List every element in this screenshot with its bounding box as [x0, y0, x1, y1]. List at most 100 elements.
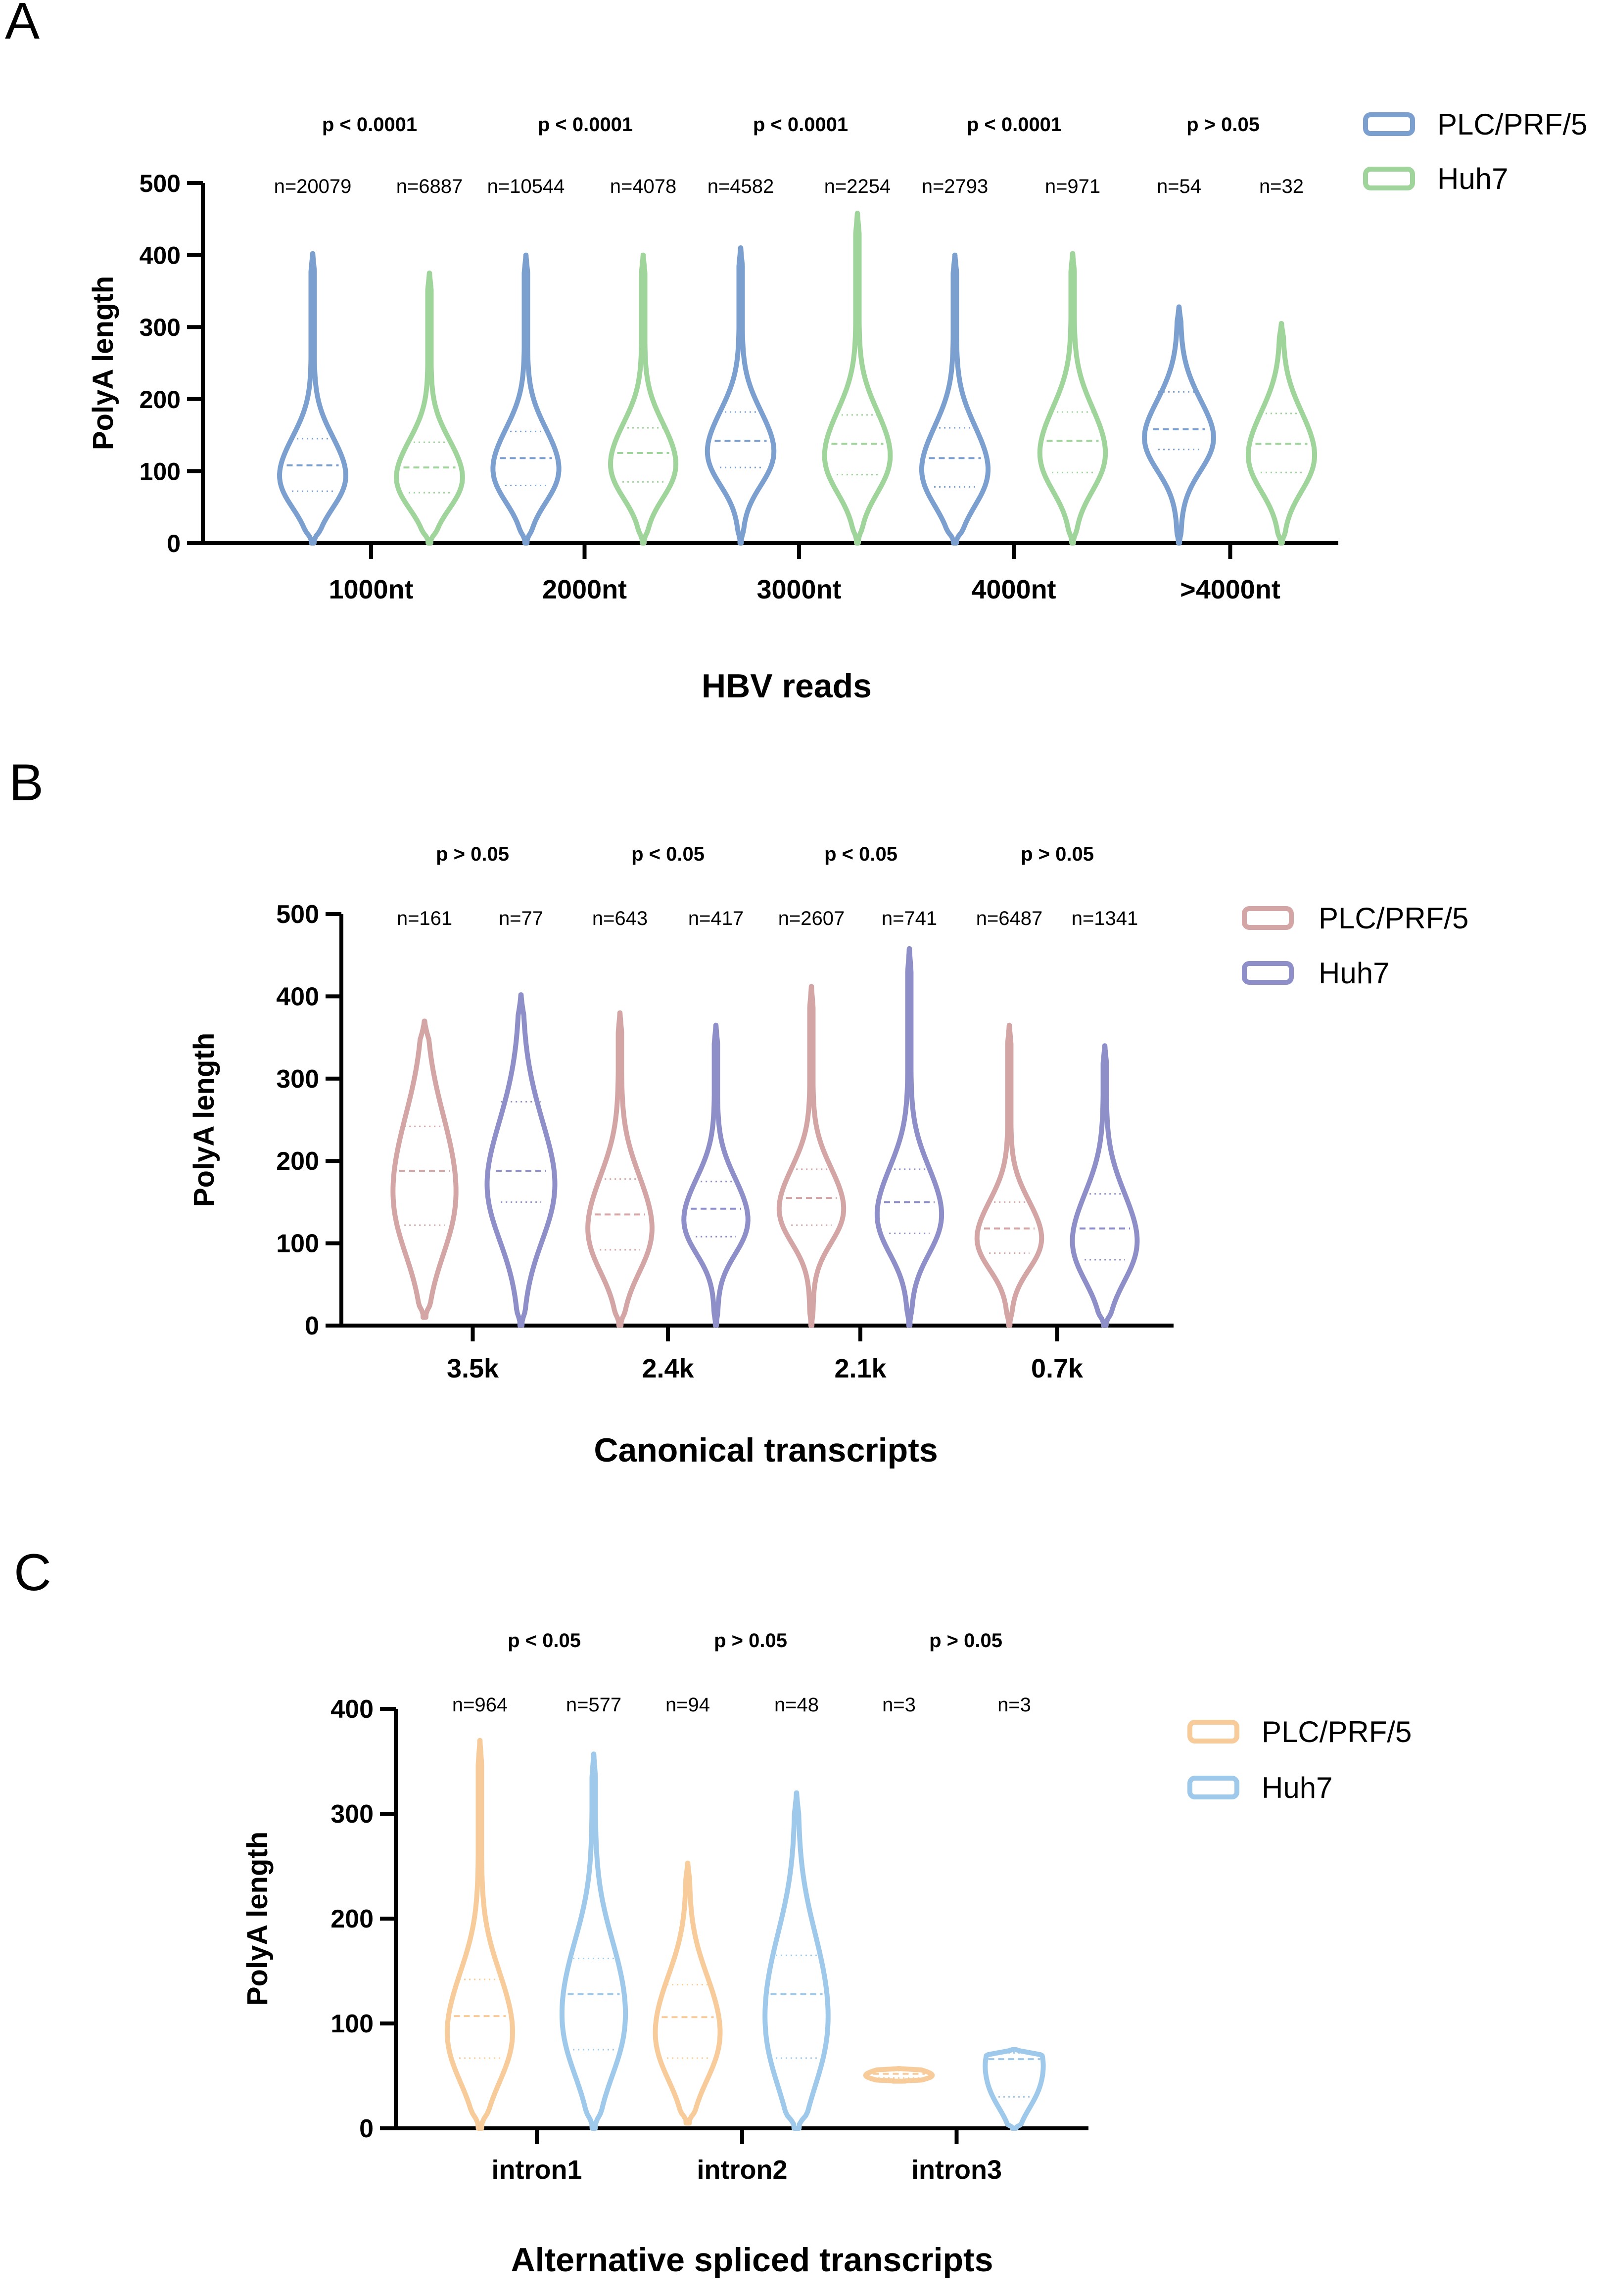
violin — [1037, 251, 1108, 546]
y-tick-label: 0 — [305, 1312, 319, 1340]
y-tick-label: 100 — [140, 458, 181, 485]
category-label: intron3 — [911, 2155, 1002, 2185]
count-label: n=964 — [452, 1694, 508, 1716]
panel-letter: A — [5, 0, 40, 50]
legend: PLC/PRF/5 Huh7 — [1363, 108, 1587, 195]
count-label: n=4582 — [708, 176, 774, 197]
count-label: n=2793 — [922, 176, 989, 197]
y-tick-label: 400 — [140, 242, 181, 270]
p-value-label: p > 0.05 — [436, 843, 509, 865]
y-axis-label: PolyA length — [188, 1033, 220, 1207]
violin — [874, 946, 944, 1328]
series-plc-prf-5: n=161 n=643 n=2607 n=6487 — [390, 908, 1044, 1328]
legend: PLC/PRF/5 Huh7 — [1242, 902, 1468, 990]
count-label: n=1341 — [1072, 908, 1138, 929]
p-value-label: p < 0.0001 — [753, 114, 848, 136]
p-value-label: p < 0.0001 — [322, 114, 417, 136]
series-plc-prf-5: n=964 n=94 n=3 — [444, 1694, 935, 2131]
legend-item: PLC/PRF/5 — [1187, 1715, 1412, 1748]
count-label: n=577 — [566, 1694, 621, 1716]
count-label: n=3 — [882, 1694, 916, 1716]
y-tick-label: 300 — [276, 1065, 319, 1094]
violin — [444, 1738, 516, 2131]
panel-b: B 0 100 200 300 400 500 PolyA length 3.5k p > 0.0… — [9, 754, 1468, 1469]
count-label: n=3 — [997, 1694, 1031, 1716]
category-label: 3.5k — [447, 1354, 499, 1383]
legend: PLC/PRF/5 Huh7 — [1187, 1715, 1412, 1804]
panel-letter: C — [14, 1544, 51, 1602]
p-value-label: p < 0.0001 — [538, 114, 633, 136]
violin — [1245, 321, 1318, 546]
y-tick-label: 200 — [140, 386, 181, 413]
p-value-label: p < 0.05 — [631, 843, 705, 865]
count-label: n=77 — [499, 908, 543, 929]
p-value-label: p < 0.05 — [508, 1630, 581, 1652]
count-label: n=54 — [1157, 176, 1201, 197]
series-plc-prf-5: n=20079 n=10544 n=4582 n=2793 n=54 — [274, 176, 1216, 546]
y-tick-label: 300 — [330, 1800, 374, 1829]
p-value-label: p > 0.05 — [1021, 843, 1094, 865]
y-axis-label: PolyA length — [87, 276, 119, 450]
p-value-label: p > 0.05 — [714, 1630, 787, 1652]
violin — [1070, 1043, 1140, 1328]
y-tick-label: 400 — [330, 1695, 374, 1724]
y-tick-label: 500 — [140, 170, 181, 197]
count-label: n=971 — [1045, 176, 1100, 197]
violin — [585, 1010, 655, 1328]
violin — [653, 1860, 723, 2126]
count-label: n=4078 — [610, 176, 677, 197]
category-label: intron2 — [697, 2155, 788, 2185]
legend-swatch — [1363, 167, 1415, 190]
violin — [776, 984, 847, 1328]
x-axis-label: Canonical transcripts — [594, 1431, 938, 1469]
y-tick-label: 200 — [276, 1147, 319, 1176]
count-label: n=6487 — [976, 908, 1043, 929]
panel-c: C 0 100 200 300 400 PolyA length intron1 p < 0.0… — [14, 1544, 1412, 2279]
violin — [490, 252, 562, 546]
y-tick-label: 100 — [330, 2010, 374, 2038]
violin — [681, 1022, 751, 1328]
count-label: n=94 — [665, 1694, 710, 1716]
y-tick-label: 100 — [276, 1230, 319, 1258]
violin — [390, 1018, 459, 1320]
series-huh7: n=577 n=48 n=3 — [559, 1694, 1046, 2131]
violin — [484, 992, 558, 1328]
category-label: 3000nt — [756, 575, 841, 604]
legend-label: PLC/PRF/5 — [1262, 1715, 1412, 1748]
legend-label: Huh7 — [1319, 957, 1389, 990]
count-label: n=741 — [882, 908, 937, 929]
count-label: n=6887 — [396, 176, 463, 197]
violin — [762, 1790, 831, 2131]
count-label: n=161 — [397, 908, 452, 929]
legend-swatch — [1242, 961, 1294, 985]
violin — [1142, 304, 1216, 546]
legend-swatch — [1242, 906, 1294, 930]
category-label: 2.1k — [834, 1354, 887, 1383]
violin — [277, 251, 348, 546]
x-axis-label: HBV reads — [702, 667, 872, 705]
count-label: n=10544 — [487, 176, 565, 197]
category-label: >4000nt — [1180, 575, 1280, 604]
count-label: n=2254 — [824, 176, 891, 197]
p-value-label: p < 0.05 — [824, 843, 897, 865]
y-tick-label: 0 — [167, 530, 181, 557]
violin — [705, 245, 777, 546]
y-axis-label: PolyA length — [241, 1832, 274, 2006]
count-label: n=417 — [688, 908, 744, 929]
violin — [983, 2047, 1046, 2131]
legend-item: PLC/PRF/5 — [1363, 108, 1587, 141]
y-tick-label: 500 — [276, 900, 319, 929]
legend-item: Huh7 — [1363, 162, 1508, 195]
count-label: n=2607 — [778, 908, 845, 929]
violin — [822, 211, 893, 546]
p-value-label: p > 0.05 — [929, 1630, 1002, 1652]
y-tick-label: 400 — [276, 982, 319, 1011]
legend-label: Huh7 — [1437, 162, 1508, 195]
violin — [559, 1751, 628, 2131]
series-huh7: n=6887 n=4078 n=2254 n=971 n=32 — [394, 176, 1318, 546]
violin — [919, 252, 991, 546]
legend-label: Huh7 — [1262, 1771, 1332, 1804]
category-label: 1000nt — [329, 575, 413, 604]
legend-item: Huh7 — [1187, 1771, 1332, 1804]
